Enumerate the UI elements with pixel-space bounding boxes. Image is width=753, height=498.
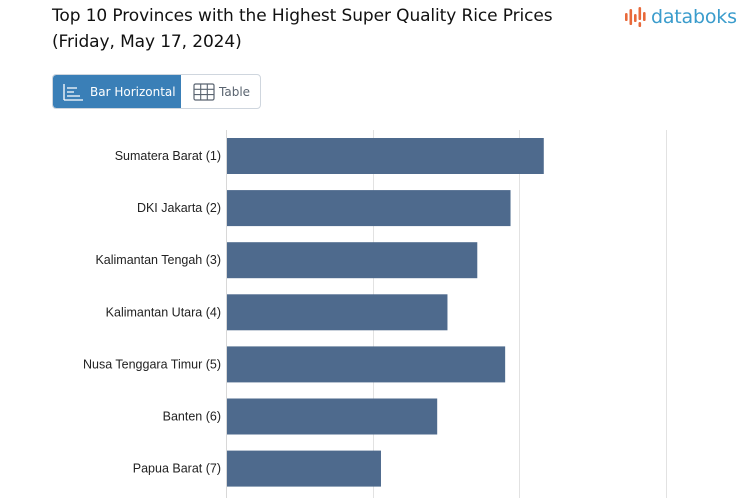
table-grid-icon <box>193 82 215 101</box>
chart-category-labels: Sumatera Barat (1) DKI Jakarta (2) Kaliman… <box>83 149 221 476</box>
bar[interactable] <box>227 398 438 435</box>
bar[interactable] <box>227 242 478 279</box>
chart-title-line-1: Top 10 Provinces with the Highest Super … <box>52 6 553 26</box>
bar[interactable] <box>227 294 448 331</box>
chart-bars <box>227 138 544 487</box>
category-label: Kalimantan Tengah (3) <box>95 253 221 267</box>
tab-bar-horizontal[interactable]: Bar Horizontal <box>53 75 181 108</box>
databoks-bars-logo-icon <box>625 7 646 27</box>
view-toggle: Bar Horizontal Table <box>52 74 261 109</box>
category-label: Papua Barat (7) <box>133 462 221 476</box>
category-label: Nusa Tenggara Timur (5) <box>83 357 221 371</box>
brand-name: databoks <box>651 6 737 28</box>
bar[interactable] <box>227 346 506 383</box>
databoks-logo[interactable]: databoks <box>624 4 737 30</box>
category-label: Sumatera Barat (1) <box>115 149 221 163</box>
category-label: Banten (6) <box>163 410 221 424</box>
bar[interactable] <box>227 190 511 227</box>
chart-title-line-2: (Friday, May 17, 2024) <box>52 32 242 52</box>
category-label: DKI Jakarta (2) <box>137 201 221 215</box>
tab-table[interactable]: Table <box>181 75 260 108</box>
tab-table-label: Table <box>219 84 251 99</box>
bar[interactable] <box>227 450 381 487</box>
chart-title: Top 10 Provinces with the Highest Super … <box>52 3 612 55</box>
bar-horizontal-icon <box>63 83 83 101</box>
category-label: Kalimantan Utara (4) <box>106 305 221 319</box>
tab-bar-horizontal-label: Bar Horizontal <box>90 84 176 99</box>
bar[interactable] <box>227 138 544 174</box>
